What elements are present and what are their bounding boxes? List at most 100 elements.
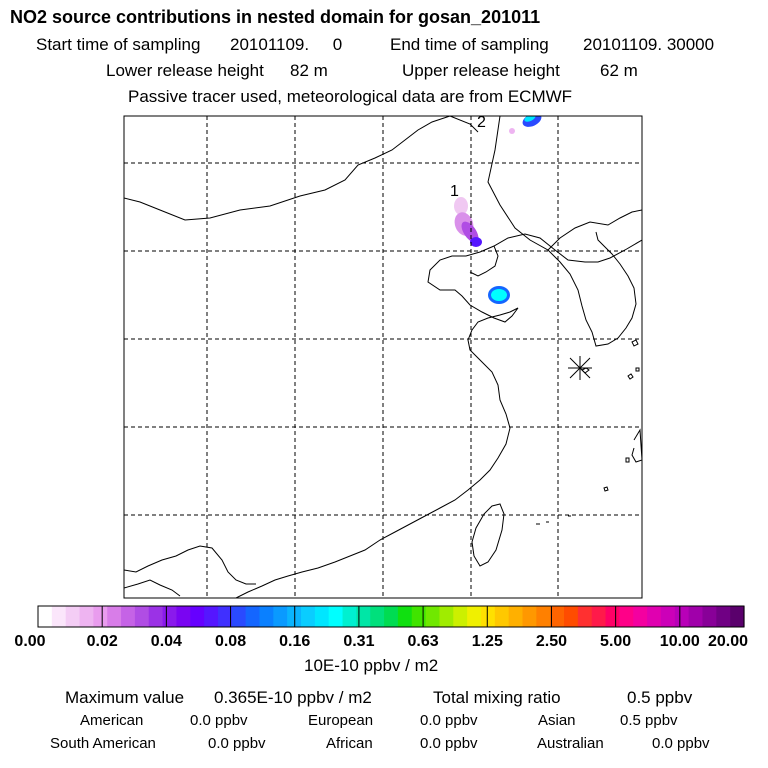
colorbar-swatch bbox=[314, 606, 330, 627]
colorbar-swatch bbox=[79, 606, 94, 627]
colorbar-swatch bbox=[633, 606, 648, 627]
colorbar-swatch bbox=[384, 606, 399, 627]
colorbar-tick-label: 0.31 bbox=[343, 633, 375, 650]
end-time-value: 20101109. 30000 bbox=[583, 35, 715, 54]
coastline-ryukyu bbox=[536, 515, 571, 525]
colorbar-swatch bbox=[342, 606, 357, 627]
source-value-american: 0.0 ppbv bbox=[190, 712, 248, 729]
colorbar-swatch bbox=[204, 606, 219, 627]
source-value-european: 0.0 ppbv bbox=[420, 712, 478, 729]
start-time-value: 20101109. 0 bbox=[230, 35, 343, 54]
colorbar-swatch bbox=[647, 606, 662, 627]
colorbar-swatch bbox=[245, 606, 261, 627]
receptor-marker bbox=[568, 356, 592, 380]
colorbar-swatch bbox=[411, 606, 427, 627]
total-mixing-value: 0.5 ppbv bbox=[627, 688, 693, 707]
colorbar-swatch bbox=[38, 606, 53, 627]
colorbar-swatch bbox=[176, 606, 191, 627]
colorbar-swatch bbox=[162, 606, 178, 627]
coastline-southwest-border-2 bbox=[124, 579, 181, 597]
colorbar-swatch bbox=[231, 606, 247, 627]
colorbar-swatch bbox=[273, 606, 288, 627]
start-time-label: Start time of sampling bbox=[36, 35, 201, 54]
colorbar-swatch bbox=[425, 606, 441, 627]
colorbar-swatch bbox=[217, 606, 233, 627]
colorbar-tick-label: 0.16 bbox=[279, 633, 311, 650]
coastlines bbox=[124, 116, 642, 598]
coastline-northeast-border bbox=[487, 116, 642, 251]
colorbar-swatch bbox=[51, 606, 67, 627]
colorbar-swatch bbox=[674, 606, 690, 627]
colorbar-tick-label: 10.00 bbox=[659, 633, 700, 650]
source-value-south-american: 0.0 ppbv bbox=[208, 735, 266, 752]
colorbar-swatch bbox=[134, 606, 150, 627]
source-value-african: 0.0 ppbv bbox=[420, 735, 478, 752]
source-value-australian: 0.0 ppbv bbox=[652, 735, 710, 752]
colorbar-tick-label: 0.04 bbox=[150, 633, 182, 650]
colorbar-swatch bbox=[564, 606, 579, 627]
plume-3-core bbox=[491, 289, 507, 301]
colorbar-swatch bbox=[190, 606, 205, 627]
colorbar-swatch bbox=[494, 606, 510, 627]
source-name-south-american: South American bbox=[50, 735, 156, 752]
colorbar-swatch bbox=[605, 606, 621, 627]
total-mixing-label: Total mixing ratio bbox=[433, 688, 561, 707]
colorbar-swatch bbox=[688, 606, 704, 627]
source-name-asian: Asian bbox=[538, 712, 576, 729]
colorbar-swatch bbox=[536, 606, 551, 627]
source-name-european: European bbox=[308, 712, 374, 729]
coastline-liaodong bbox=[469, 245, 499, 277]
colorbar-swatch bbox=[328, 606, 344, 627]
source-value-asian: 0.5 ppbv bbox=[620, 712, 678, 729]
coastline-korea bbox=[547, 231, 637, 347]
colorbar-tick-label: 0.63 bbox=[407, 633, 439, 650]
colorbar-swatch bbox=[397, 606, 413, 627]
coastline-north-border bbox=[124, 116, 479, 221]
colorbar-tick-label: 2.50 bbox=[535, 633, 568, 650]
colorbar-swatch bbox=[148, 606, 164, 627]
lower-height-label: Lower release height bbox=[106, 61, 264, 80]
colorbar-units: 10E-10 ppbv / m2 bbox=[304, 656, 439, 675]
colorbar-swatch bbox=[93, 606, 108, 627]
plume-1-halo bbox=[454, 197, 468, 215]
colorbar-tick-label: 5.00 bbox=[600, 633, 632, 650]
colorbar-swatch bbox=[716, 606, 731, 627]
colorbar-swatch bbox=[301, 606, 316, 627]
coastline-small-islands bbox=[581, 367, 630, 492]
colorbar-swatch bbox=[508, 606, 524, 627]
colorbar-swatch bbox=[480, 606, 496, 627]
colorbar-swatch bbox=[453, 606, 468, 627]
end-time-label: End time of sampling bbox=[390, 35, 549, 54]
colorbar-swatch bbox=[577, 606, 593, 627]
upper-height-label: Upper release height bbox=[402, 61, 560, 80]
colorbar bbox=[37, 605, 745, 628]
coastline-japan-fragment bbox=[631, 428, 642, 463]
coastline-taiwan bbox=[471, 503, 505, 567]
colorbar-tick-label: 0.08 bbox=[214, 633, 247, 650]
coastline-southwest-border bbox=[124, 545, 256, 585]
upper-height-value: 62 m bbox=[600, 61, 638, 80]
coastline-korea-islands bbox=[627, 339, 640, 380]
colorbar-tick-label: 20.00 bbox=[707, 633, 749, 650]
plume-2-speck bbox=[509, 128, 515, 134]
colorbar-swatch bbox=[467, 606, 482, 627]
colorbar-swatch bbox=[356, 606, 371, 627]
colorbar-frame bbox=[37, 605, 745, 628]
colorbar-swatch bbox=[619, 606, 634, 627]
colorbar-swatch bbox=[660, 606, 676, 627]
colorbar-swatch bbox=[259, 606, 274, 627]
colorbar-tick-label: 1.25 bbox=[471, 633, 503, 650]
colorbar-swatch bbox=[107, 606, 122, 627]
source-name-australian: Australian bbox=[537, 735, 604, 752]
source-name-african: African bbox=[326, 735, 373, 752]
max-value: 0.365E-10 ppbv / m2 bbox=[214, 688, 372, 707]
colorbar-swatch bbox=[702, 606, 717, 627]
lat-lon-grid bbox=[124, 116, 642, 598]
colorbar-swatch bbox=[65, 606, 81, 627]
colorbar-swatch bbox=[591, 606, 607, 627]
source-name-american: American bbox=[80, 712, 144, 729]
colorbar-swatch bbox=[730, 606, 745, 627]
colorbar-swatch bbox=[370, 606, 385, 627]
colorbar-swatch bbox=[439, 606, 454, 627]
